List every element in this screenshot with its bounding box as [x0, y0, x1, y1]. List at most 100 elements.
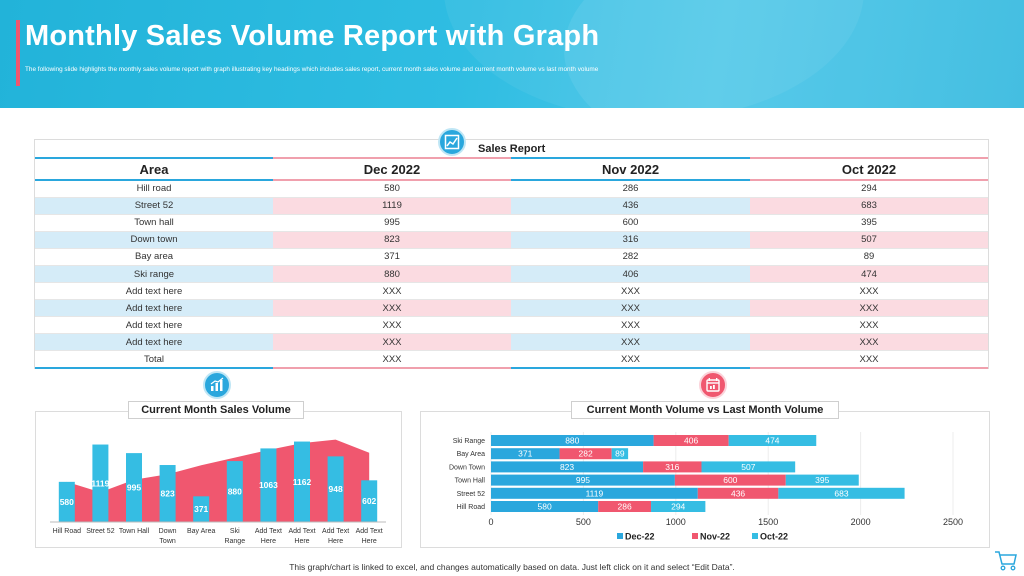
- category-label: Street 52: [457, 491, 486, 498]
- bar-value-label: 1162: [293, 477, 312, 487]
- table-header-row: Area Dec 2022 Nov 2022 Oct 2022: [35, 157, 988, 181]
- x-tick-label: 2500: [943, 517, 963, 527]
- value-cell: XXX: [750, 299, 988, 318]
- table-row: Town hall 995 600 395: [35, 214, 988, 232]
- bar-value-label: 823: [560, 462, 574, 472]
- stacked-bar-segment: [701, 461, 796, 473]
- column-header: Dec 2022: [273, 157, 511, 181]
- sales-report-table: Area Dec 2022 Nov 2022 Oct 2022 Hill roa…: [35, 157, 988, 370]
- value-cell: 880: [273, 265, 511, 284]
- category-label: Bay Area: [187, 528, 216, 535]
- chart-bar: [226, 461, 243, 522]
- stacked-bar-segment: [611, 448, 629, 460]
- header-banner: [0, 0, 1024, 108]
- table-chart-icon: [438, 128, 466, 156]
- value-cell: 995: [273, 214, 511, 232]
- bar-value-label: 436: [731, 488, 745, 498]
- column-header: Oct 2022: [750, 157, 988, 181]
- value-cell: 406: [511, 265, 750, 284]
- volume-comparison-title: Current Month Volume vs Last Month Volum…: [571, 401, 839, 419]
- stacked-bar-segment: [785, 474, 859, 486]
- legend-label: Oct-22: [760, 532, 788, 542]
- category-label: Here: [294, 538, 309, 545]
- value-cell: 600: [511, 214, 750, 232]
- category-label: Here: [328, 538, 343, 545]
- bar-value-label: 286: [618, 502, 632, 512]
- value-cell: 286: [511, 180, 750, 198]
- stacked-bar-segment: [653, 435, 729, 446]
- bar-value-label: 880: [228, 487, 242, 497]
- x-tick-label: 1000: [666, 517, 686, 527]
- bar-value-label: 371: [194, 504, 208, 514]
- chart-bar: [361, 480, 378, 522]
- legend-label: Nov-22: [700, 532, 730, 542]
- legend-label: Dec-22: [625, 532, 655, 542]
- value-cell: XXX: [750, 282, 988, 301]
- value-cell: XXX: [511, 299, 750, 318]
- category-label: Bay Area: [457, 451, 486, 458]
- value-cell: XXX: [511, 350, 750, 370]
- chart-bar: [92, 444, 109, 522]
- x-tick-label: 500: [576, 517, 591, 527]
- chart-bar: [126, 453, 142, 522]
- stacked-bar-segment: [728, 435, 817, 446]
- x-tick-label: 2000: [851, 517, 871, 527]
- sales-volume-panel: 580 1119 995 823 371 880 1063 1162 948 602 Hill Ro…: [35, 411, 402, 548]
- stacked-bar-segment: [491, 474, 675, 486]
- value-cell: 294: [750, 180, 988, 198]
- bar-value-label: 600: [723, 475, 737, 485]
- table-row: Add text here XXX XXX XXX: [35, 316, 988, 335]
- shopping-cart-icon: [995, 551, 1017, 571]
- stacked-bar-segment: [491, 435, 654, 446]
- area-cell: Town hall: [35, 214, 273, 232]
- value-cell: 683: [750, 197, 988, 215]
- bar-value-label: 948: [329, 484, 343, 494]
- bar-value-label: 823: [161, 489, 175, 499]
- calendar-chart-icon: [699, 371, 727, 399]
- table-row: Add text here XXX XXX XXX: [35, 333, 988, 352]
- page-title: Monthly Sales Volume Report with Graph: [25, 20, 600, 52]
- category-label: Ski: [230, 528, 240, 535]
- category-label: Down Town: [449, 464, 485, 471]
- stacked-bar-segment: [491, 501, 599, 512]
- area-cell: Down town: [35, 231, 273, 249]
- stacked-bar-segment: [778, 487, 905, 499]
- value-cell: XXX: [750, 350, 988, 370]
- stacked-bar-segment: [559, 448, 612, 460]
- table-row: Bay area 371 282 89: [35, 248, 988, 266]
- chart-bar: [193, 496, 210, 522]
- bar-value-label: 294: [671, 502, 685, 512]
- bar-value-label: 1119: [91, 478, 109, 488]
- value-cell: 371: [273, 248, 511, 266]
- area-cell: Ski range: [35, 265, 273, 284]
- value-cell: 580: [273, 180, 511, 198]
- bar-value-label: 602: [362, 496, 376, 506]
- stacked-bar-segment: [674, 474, 786, 486]
- legend-swatch: [692, 533, 698, 539]
- value-cell: 282: [511, 248, 750, 266]
- category-label: Town Hall: [455, 478, 486, 485]
- bar-value-label: 580: [60, 497, 74, 507]
- volume-comparison-chart: 0 500 1000 1500 2000 2500 Ski Range 880 406 474 Ba…: [449, 432, 963, 542]
- value-cell: XXX: [273, 350, 511, 370]
- page-subtitle: The following slide highlights the month…: [25, 66, 599, 73]
- sales-volume-chart: 580 1119 995 823 371 880 1063 1162 948 602 Hill Ro…: [50, 439, 386, 545]
- bar-value-label: 89: [615, 449, 625, 459]
- category-label: Hill Road: [53, 528, 82, 535]
- category-label: Here: [261, 538, 276, 545]
- value-cell: 1119: [273, 197, 511, 215]
- chart-bar: [159, 465, 176, 522]
- x-tick-label: 0: [488, 517, 493, 527]
- value-cell: 316: [511, 231, 750, 249]
- table-row: Hill road 580 286 294: [35, 180, 988, 198]
- category-label: Town: [159, 538, 175, 545]
- column-header: Area: [35, 157, 273, 181]
- value-cell: XXX: [273, 333, 511, 352]
- category-label: Range: [224, 538, 245, 545]
- category-label: Street 52: [86, 528, 115, 535]
- category-label: Add Text: [356, 528, 383, 535]
- value-cell: 823: [273, 231, 511, 249]
- bar-value-label: 316: [665, 462, 679, 472]
- stacked-bar-segment: [643, 461, 702, 473]
- value-cell: XXX: [273, 282, 511, 301]
